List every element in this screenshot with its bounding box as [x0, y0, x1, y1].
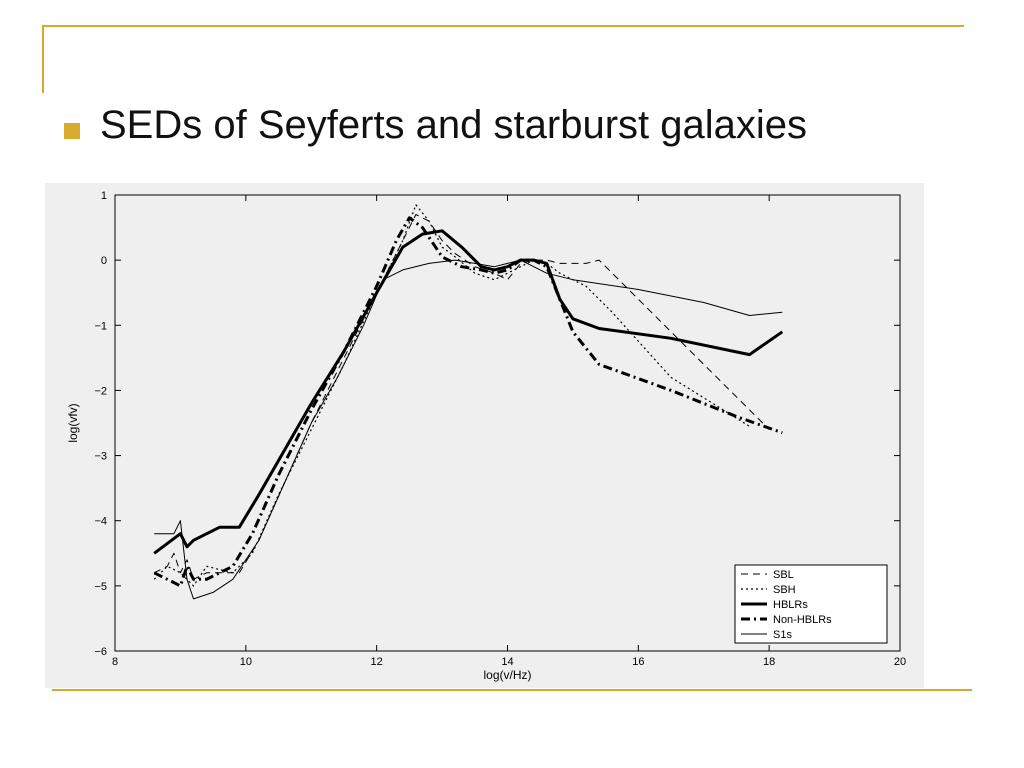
x-tick-label: 18 — [763, 656, 775, 668]
slide-bullet-text: SEDs of Seyferts and starburst galaxies — [100, 103, 807, 147]
y-tick-label: 0 — [101, 255, 107, 267]
y-tick-label: −5 — [94, 581, 107, 593]
y-tick-label: −6 — [94, 646, 107, 658]
series-line-non-hblrs — [153, 216, 783, 588]
y-tick-label: 1 — [101, 190, 107, 202]
legend-label-s1s: S1s — [773, 629, 792, 641]
y-tick-label: −1 — [94, 320, 107, 332]
top-rule — [42, 25, 964, 27]
y-axis-label: log(vfv) — [66, 403, 80, 442]
y-tick-label: −4 — [94, 516, 107, 528]
legend-label-sbh: SBH — [773, 584, 796, 596]
left-rule — [42, 25, 44, 93]
x-tick-label: 14 — [501, 656, 513, 668]
chart-area: 8 10 12 14 16 18 20 1 0 −1 −2 −3 −4 −5 −6 log(v/Hz) log(… — [45, 183, 924, 688]
x-tick-label: 16 — [632, 656, 644, 668]
bottom-rule — [52, 689, 972, 691]
bullet-marker — [64, 123, 80, 139]
legend-label-sbl: SBL — [773, 569, 794, 581]
legend-label-non-hblrs: Non-HBLRs — [773, 614, 832, 626]
x-axis-label: log(v/Hz) — [483, 668, 531, 682]
series-line-sbl — [153, 214, 770, 580]
x-tick-label: 10 — [240, 656, 252, 668]
x-tick-label: 12 — [371, 656, 383, 668]
series-line-s1s — [154, 259, 783, 600]
series-line-hblrs — [153, 229, 784, 555]
sed-chart: 8 10 12 14 16 18 2010−1−2−3−4−5−6log(v/Hz)log(… — [66, 190, 906, 682]
y-tick-label: −2 — [94, 385, 107, 397]
legend-label-hblrs: HBLRs — [773, 599, 808, 611]
x-tick-label: 8 — [112, 656, 118, 668]
series-line-sbh — [153, 204, 750, 587]
x-tick-label: 20 — [894, 656, 906, 668]
y-tick-label: −3 — [94, 451, 107, 463]
